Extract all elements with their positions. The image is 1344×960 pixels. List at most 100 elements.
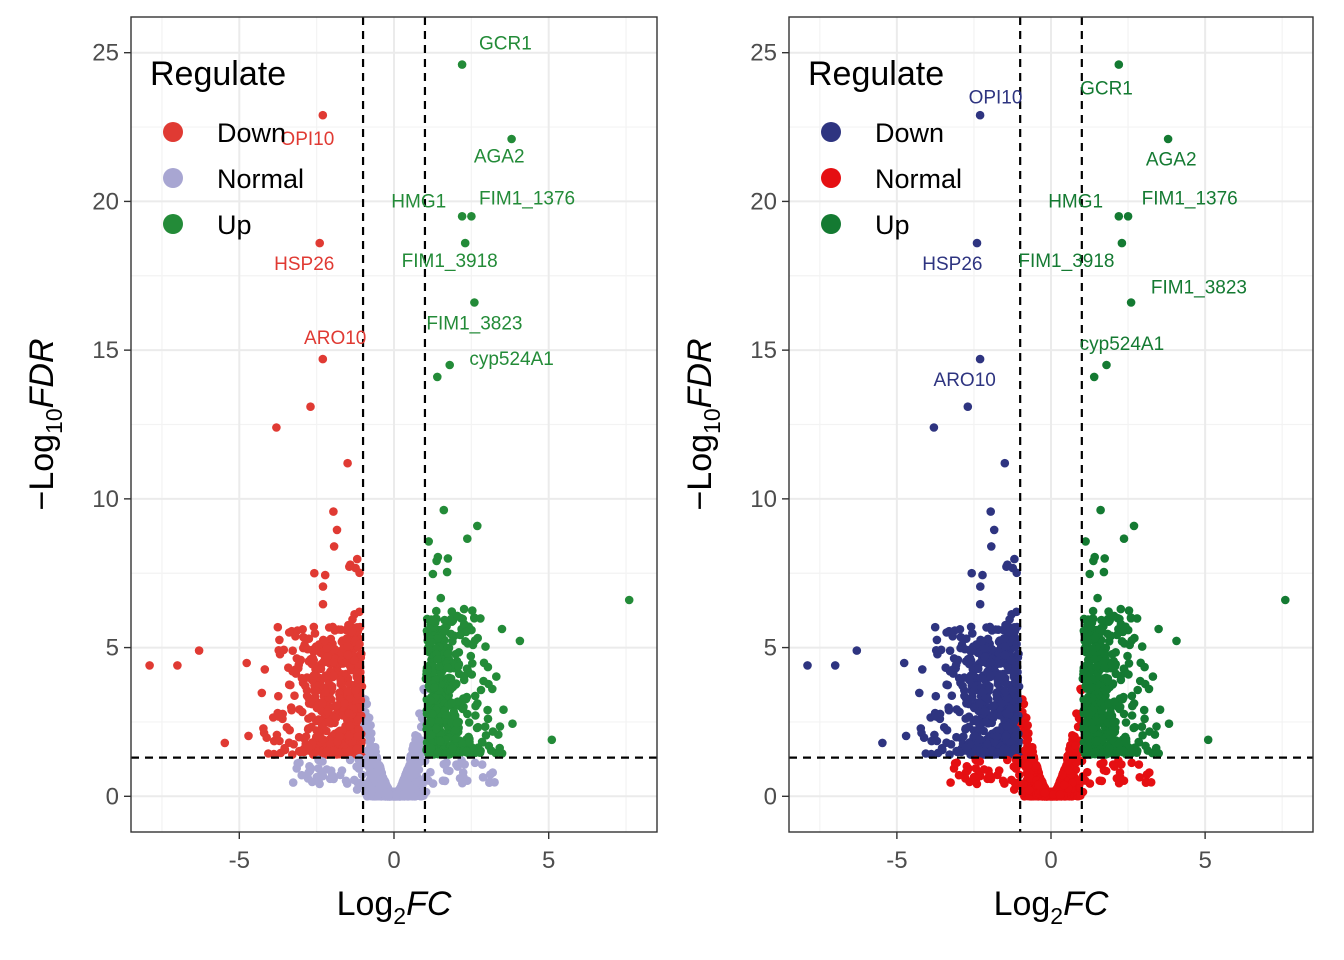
data-point-normal [354, 764, 364, 773]
data-point-down [303, 644, 312, 654]
data-point-normal [288, 778, 298, 787]
data-point-down [320, 570, 330, 580]
data-point-down [319, 673, 328, 683]
data-point-normal [297, 770, 307, 780]
data-point-up [495, 722, 505, 731]
data-point-up [1105, 743, 1114, 753]
y-tick-label: 20 [92, 188, 119, 215]
data-point-up [466, 651, 476, 661]
data-point-down [975, 599, 985, 609]
data-point-up [447, 607, 457, 616]
data-point-normal [315, 779, 324, 789]
data-point-down [272, 423, 281, 432]
data-point-down [306, 402, 315, 412]
data-point-up [470, 298, 479, 307]
data-point-down [932, 712, 941, 721]
data-point-down [316, 664, 326, 674]
data-point-up [1116, 604, 1126, 614]
data-point-up [432, 606, 441, 616]
data-point-down [352, 667, 361, 677]
data-point-up [1132, 614, 1142, 623]
legend-title: Regulate [150, 55, 286, 93]
data-point-up [479, 676, 488, 686]
data-point-down [290, 691, 299, 700]
data-point-up [1124, 659, 1134, 668]
y-tick-label: 15 [92, 337, 119, 364]
data-point-normal [1058, 770, 1067, 780]
data-point-down [304, 743, 314, 752]
data-point-up [473, 521, 482, 531]
data-point-up [499, 705, 508, 714]
gene-label: OPI10 [280, 129, 334, 150]
data-point-up [476, 614, 485, 623]
data-point-up [448, 743, 458, 753]
data-point-up [488, 684, 497, 694]
data-point-down [352, 554, 362, 564]
data-point-up [483, 662, 493, 672]
data-point-up [515, 636, 525, 646]
gene-label: GCR1 [479, 34, 532, 55]
data-point-up [1104, 637, 1114, 646]
data-point-normal [428, 779, 438, 788]
data-point-up [436, 736, 445, 746]
data-point-up [427, 709, 437, 718]
data-point-up [1103, 685, 1112, 694]
data-point-normal [312, 772, 322, 782]
data-point-up [507, 134, 516, 144]
data-point-normal [322, 765, 332, 774]
data-point-down [282, 723, 292, 732]
legend-marker [163, 214, 183, 234]
data-point-normal [401, 770, 410, 780]
data-point-down [286, 680, 295, 690]
data-point-up [1089, 654, 1099, 664]
data-point-up [435, 662, 445, 671]
data-point-up [1124, 670, 1133, 679]
data-point-normal [438, 776, 448, 785]
data-point-up [1127, 691, 1137, 701]
data-point-up [468, 659, 477, 668]
data-point-up [463, 709, 472, 719]
data-point-down [355, 639, 364, 649]
data-point-normal [366, 735, 375, 744]
data-point-down [344, 620, 353, 630]
data-point-down [329, 671, 338, 680]
data-point-up [1140, 662, 1149, 672]
data-point-up [470, 691, 480, 701]
data-point-up [1154, 749, 1163, 758]
data-point-normal [1059, 780, 1069, 790]
data-point-up [446, 685, 455, 694]
data-point-down [145, 661, 154, 670]
data-point-normal [337, 766, 347, 775]
data-point-down [286, 703, 296, 712]
y-tick-label: 5 [106, 635, 119, 662]
data-point-up [1085, 569, 1094, 579]
data-point-up [422, 626, 432, 636]
data-point-up [1129, 699, 1139, 708]
data-point-down [967, 568, 976, 578]
data-point-down [335, 748, 344, 758]
data-point-up [1083, 743, 1093, 753]
data-point-up [432, 724, 441, 734]
data-point-normal [426, 767, 435, 777]
data-point-up [473, 699, 482, 708]
data-point-down [952, 705, 961, 714]
data-point-down [342, 634, 352, 644]
data-point-up [1109, 718, 1118, 728]
data-point-down [944, 703, 953, 712]
data-point-down [244, 731, 253, 741]
data-point-down [315, 238, 325, 248]
data-point-up [443, 663, 453, 672]
data-point-down [308, 653, 318, 663]
data-point-normal [411, 731, 420, 740]
data-point-up [1093, 593, 1102, 603]
data-point-up [1104, 607, 1113, 616]
data-point-down [899, 658, 909, 668]
data-point-up [1148, 672, 1158, 681]
data-point-down [978, 570, 987, 580]
data-point-down [345, 562, 354, 571]
data-point-up [428, 569, 438, 579]
data-point-normal [366, 760, 376, 770]
